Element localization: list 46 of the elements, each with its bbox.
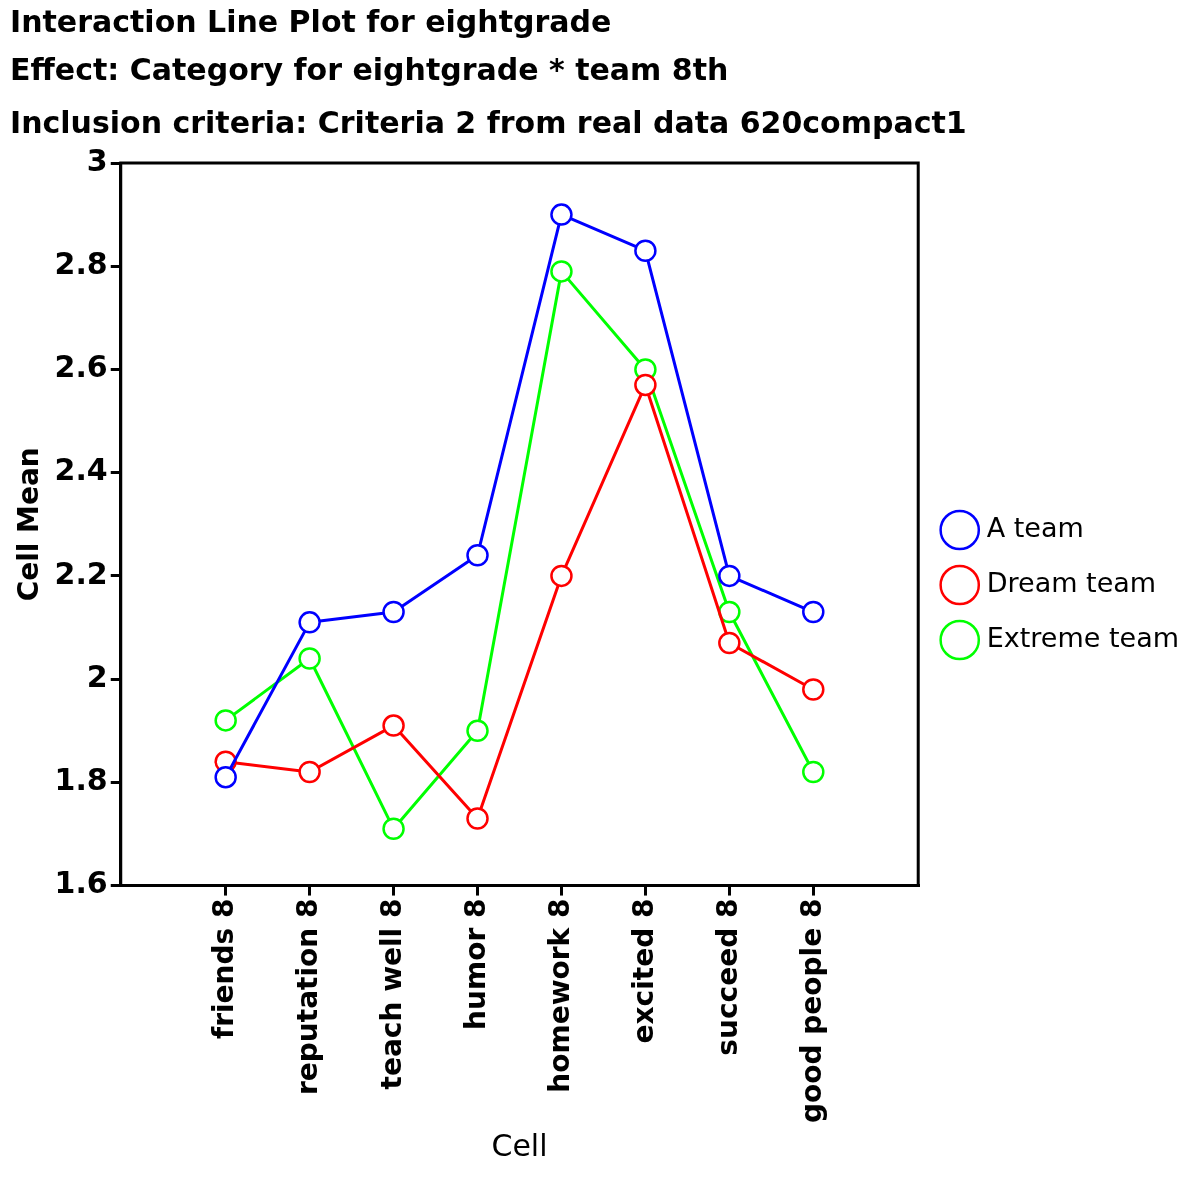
y-tick-label: 1.8 <box>54 762 108 798</box>
point <box>298 611 321 634</box>
point <box>382 714 405 737</box>
chart-title: Interaction Line Plot for eightgrade <box>10 3 612 39</box>
legend-label: A team <box>986 512 1084 544</box>
point <box>550 203 573 226</box>
point <box>718 564 741 588</box>
y-tick-label: 2.8 <box>54 246 108 282</box>
x-axis-title: Cell <box>491 1127 548 1163</box>
x-tick-label: humor 8 <box>458 898 492 1030</box>
y-tick-label: 2.2 <box>54 555 108 591</box>
point <box>718 631 741 655</box>
point <box>214 765 237 789</box>
y-tick-label: 3 <box>86 142 108 178</box>
y-tick-label: 2.4 <box>54 452 108 488</box>
point <box>802 600 825 624</box>
x-tick-label: excited 8 <box>626 898 660 1044</box>
point <box>466 719 489 742</box>
point <box>634 239 657 262</box>
point <box>718 600 741 624</box>
point <box>802 760 825 784</box>
y-tick-label: 2.6 <box>54 349 108 385</box>
point <box>298 647 321 670</box>
x-tick-label: reputation 8 <box>290 898 324 1095</box>
x-tick-label: friends 8 <box>206 898 240 1040</box>
point <box>382 817 405 841</box>
legend-label: Extreme team <box>986 622 1180 654</box>
point <box>298 760 321 784</box>
point <box>214 709 237 732</box>
x-tick-label: good people 8 <box>794 898 828 1123</box>
x-tick-label: teach well 8 <box>374 898 408 1090</box>
x-tick-label: homework 8 <box>542 898 576 1093</box>
point <box>550 260 573 283</box>
point <box>802 678 825 701</box>
x-tick-label: succeed 8 <box>710 898 744 1056</box>
point <box>382 600 405 624</box>
y-axis-title: Cell Mean <box>12 447 46 602</box>
y-tick-label: 1.6 <box>54 865 108 901</box>
chart-subtitle: Effect: Category for eightgrade * team 8th <box>10 52 729 88</box>
y-tick-label: 2 <box>86 658 108 694</box>
text: Inclusion criteria: Criteria 2 from real data 620compact1 <box>10 104 967 140</box>
point <box>550 564 573 588</box>
point <box>634 373 657 397</box>
point <box>466 807 489 830</box>
point <box>466 544 489 567</box>
legend-label: Dream team <box>986 567 1157 599</box>
